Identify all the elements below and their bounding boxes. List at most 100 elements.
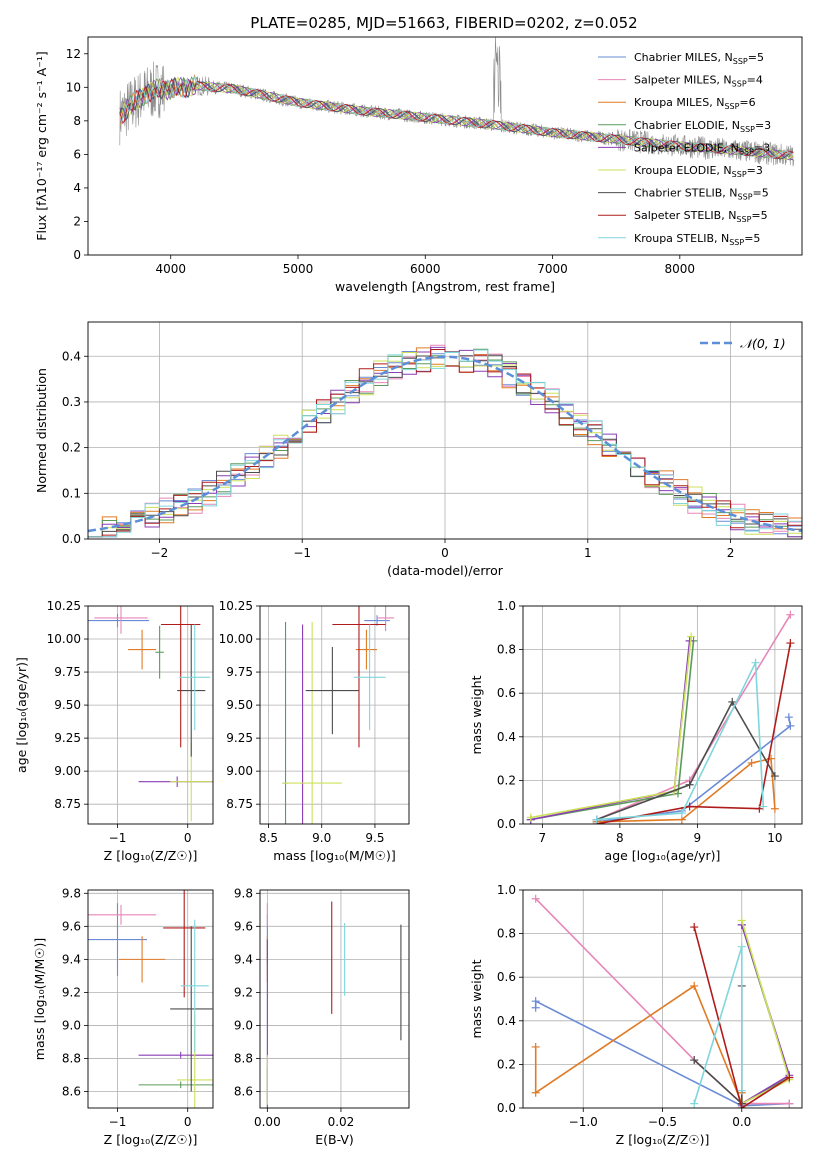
model-spectrum-line bbox=[119, 77, 794, 159]
legend-suffix: =6 bbox=[739, 96, 755, 109]
x-axis-label: mass [log₁₀(M/M☉)] bbox=[273, 848, 395, 863]
legend-subscript: SSP bbox=[729, 238, 744, 247]
y-tick-label: 0 bbox=[73, 248, 81, 262]
y-tick-label: 9.25 bbox=[54, 731, 81, 745]
errorbar-point bbox=[94, 606, 148, 634]
y-tick-label: 0.2 bbox=[497, 1057, 516, 1071]
plot-area bbox=[523, 890, 802, 1108]
mass-weight-point-marker bbox=[737, 942, 746, 951]
weight-vs-metallicity-panel: −1.0 −0.5 0.0 0.0 0.2 0.4 0.6 0.8 1.0 Z [log₁₀(Z/… bbox=[469, 883, 803, 1147]
y-tick-label: 9.0 bbox=[62, 1018, 81, 1032]
mass-weight-point-marker bbox=[784, 713, 793, 722]
x-axis-label: wavelength [Angstrom, rest frame] bbox=[335, 279, 555, 294]
x-tick-label: 0.0 bbox=[732, 1115, 751, 1129]
plot-area bbox=[260, 606, 409, 824]
legend-subscript: SSP bbox=[732, 170, 747, 179]
y-tick-label: 0.1 bbox=[62, 486, 81, 500]
y-tick-label: 10.00 bbox=[219, 632, 253, 646]
errorbar-point bbox=[377, 606, 395, 632]
x-tick-label: −2 bbox=[151, 546, 169, 560]
axes-frame bbox=[259, 889, 410, 1109]
legend-suffix: =3 bbox=[747, 164, 763, 177]
x-tick-label: 4000 bbox=[155, 262, 186, 276]
x-tick-label: 5000 bbox=[283, 262, 314, 276]
spectrum-panel: 4000 5000 6000 7000 8000 0 2 4 6 8 10 12 wavelength … bbox=[34, 36, 803, 294]
y-tick-label: 0.0 bbox=[62, 532, 81, 546]
y-tick-label: 9.75 bbox=[226, 665, 253, 679]
y-tick-label: 0.6 bbox=[497, 970, 516, 984]
x-tick-label: 0.02 bbox=[328, 1115, 355, 1129]
legend-entry: Kroupa ELODIE, NSSP=3 bbox=[634, 164, 763, 179]
mass-weight-series-line bbox=[596, 757, 776, 823]
legend-name: Salpeter ELODIE, N bbox=[634, 141, 739, 154]
axes-frame bbox=[87, 889, 214, 1109]
y-tick-label: 0.6 bbox=[497, 686, 516, 700]
legend-subscript: SSP bbox=[740, 125, 755, 134]
mass-weight-point-marker bbox=[751, 658, 760, 667]
legend-name: Kroupa STELIB, N bbox=[634, 232, 729, 245]
legend-entry: Salpeter STELIB, NSSP=5 bbox=[634, 209, 768, 224]
mass-weight-series-line bbox=[596, 642, 792, 824]
errorbar-point bbox=[138, 1081, 213, 1089]
mass-weight-point-marker bbox=[728, 697, 737, 706]
y-tick-label: 9.2 bbox=[62, 985, 81, 999]
residual-histogram-series bbox=[88, 349, 802, 538]
axes-frame bbox=[522, 889, 803, 1109]
errorbar-point bbox=[305, 646, 359, 735]
y-axis-label: age [log₁₀(age/yr)] bbox=[14, 657, 29, 773]
errorbar-point bbox=[118, 936, 166, 983]
mass-weight-point-marker bbox=[531, 997, 540, 1006]
mass-weight-point-marker bbox=[786, 610, 795, 619]
y-tick-label: 9.2 bbox=[234, 985, 253, 999]
legend-suffix: =5 bbox=[744, 232, 760, 245]
axes-frame bbox=[87, 605, 214, 825]
y-tick-label: 9.8 bbox=[62, 886, 81, 900]
mass-weight-series-line bbox=[596, 700, 776, 821]
plot-area bbox=[260, 890, 409, 1108]
errorbar-point bbox=[177, 624, 206, 757]
mass-weight-point-marker bbox=[690, 981, 699, 990]
mass-weight-point-marker bbox=[737, 916, 746, 925]
y-axis-label: Normed distribution bbox=[34, 368, 49, 493]
x-axis-label: E(B-V) bbox=[315, 1132, 354, 1147]
x-tick-label: 7000 bbox=[537, 262, 568, 276]
x-tick-label: −1 bbox=[109, 831, 127, 845]
residuals-histogram-panel: −2 −1 0 1 2 0.0 0.1 0.2 0.3 0.4 (data-model)/error… bbox=[34, 321, 803, 578]
y-tick-label: 0.8 bbox=[497, 643, 516, 657]
y-axis-label: mass weight bbox=[469, 675, 484, 754]
axes-frame bbox=[87, 36, 803, 256]
errorbar-point bbox=[163, 890, 206, 998]
y-tick-label: 0.2 bbox=[62, 441, 81, 455]
axes-frame bbox=[522, 605, 803, 825]
legend-suffix: =3 bbox=[755, 119, 771, 132]
x-tick-label: 0 bbox=[441, 546, 449, 560]
mass-weight-point-marker bbox=[592, 815, 601, 824]
errorbar-point bbox=[353, 624, 386, 731]
y-tick-label: 12 bbox=[66, 47, 81, 61]
y-tick-label: 8.6 bbox=[234, 1084, 253, 1098]
x-tick-label: 8 bbox=[616, 831, 624, 845]
model-spectrum-line bbox=[119, 76, 794, 160]
model-spectrum-line bbox=[119, 76, 794, 159]
age-vs-mass-panel: 8.5 9.0 9.5 8.75 9.00 9.25 9.50 9.75 10.00 10.25 m… bbox=[219, 599, 410, 863]
x-tick-label: 7 bbox=[539, 831, 547, 845]
y-tick-label: 8.8 bbox=[62, 1051, 81, 1065]
y-tick-label: 9.8 bbox=[234, 886, 253, 900]
y-tick-label: 9.00 bbox=[54, 764, 81, 778]
y-tick-label: 2 bbox=[73, 214, 81, 228]
legend-entry: Chabrier ELODIE, NSSP=3 bbox=[634, 119, 771, 134]
legend-entry: Chabrier MILES, NSSP=5 bbox=[634, 51, 764, 66]
x-tick-label: 1 bbox=[584, 546, 592, 560]
legend-entry: Salpeter MILES, NSSP=4 bbox=[634, 74, 763, 89]
legend-subscript: SSP bbox=[724, 102, 739, 111]
legend-suffix: =5 bbox=[751, 209, 767, 222]
errorbar-point bbox=[282, 621, 342, 824]
y-axis-label: mass weight bbox=[469, 959, 484, 1038]
mass-weight-point-marker bbox=[687, 632, 696, 641]
y-tick-label: 10.00 bbox=[47, 632, 81, 646]
y-tick-label: 9.00 bbox=[226, 764, 253, 778]
mass-weight-point-marker bbox=[685, 780, 694, 789]
mass-weight-point-marker bbox=[737, 1086, 746, 1095]
errorbar-point bbox=[161, 606, 201, 748]
x-axis-label: (data-model)/error bbox=[387, 563, 504, 578]
